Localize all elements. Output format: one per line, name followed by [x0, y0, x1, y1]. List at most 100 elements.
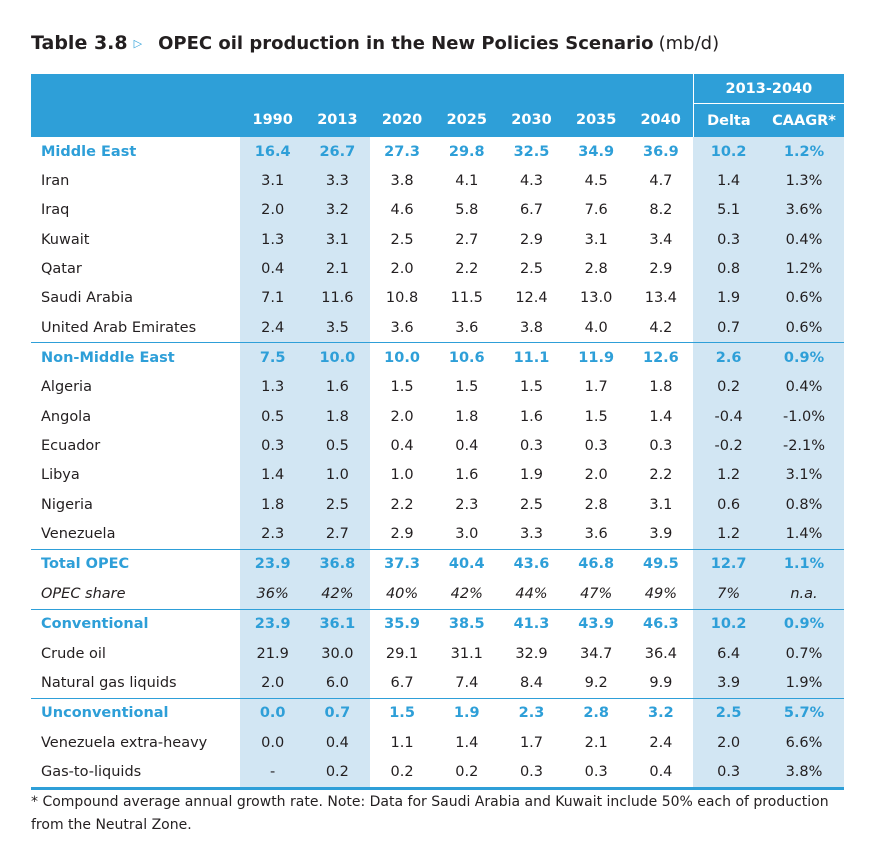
cell-2020: 0.4	[390, 438, 414, 455]
cell-2035: 1.7	[584, 379, 608, 396]
cell-delta: 0.3	[693, 225, 765, 255]
cell-2040: 2.9	[649, 261, 673, 278]
cell-caagr: 0.9%	[764, 342, 844, 373]
cell-caagr: 1.2%	[764, 137, 844, 167]
cell-2025: 1.6	[455, 467, 479, 484]
header-year-2035: 2035	[563, 103, 629, 137]
cell-delta: 10.2	[693, 137, 765, 167]
header-column-row: 1990 2013 2020 2025 2030 2035 2040 Delta…	[31, 103, 844, 137]
cell-2020: 3.6	[390, 319, 414, 336]
cell-2040: 3.2	[628, 697, 694, 728]
cell-2025: 38.5	[434, 608, 500, 639]
cell-2013: 3.5	[305, 313, 370, 343]
cell-2013: 30.0	[305, 638, 370, 669]
cell-2035: 2.8	[584, 261, 608, 278]
cell-2035: 7.6	[584, 202, 608, 219]
cell-2013: 10.0	[305, 342, 370, 373]
cell-2025: 3.6	[455, 319, 479, 336]
cell-2030: 2.5	[519, 496, 543, 513]
cell-delta: 1.9	[693, 283, 765, 314]
header-year-2013: 2013	[305, 103, 370, 137]
cell-caagr: 0.4%	[764, 225, 844, 255]
table-row: Saudi Arabia 7.1 11.6 10.8 11.5 12.4 13.0 13.4 1…	[31, 283, 844, 314]
cell-2035: 46.8	[563, 548, 629, 580]
cell-2025: 1.4	[455, 734, 479, 751]
cell-2035: 47%	[580, 585, 613, 602]
cell-2040: 36.9	[642, 143, 679, 160]
cell-delta: -0.4	[693, 402, 765, 432]
cell-caagr: -2.1%	[764, 431, 844, 461]
cell-2040: 9.9	[649, 674, 673, 691]
cell-2030: 0.3	[499, 757, 564, 790]
cell-1990: 1.3	[240, 372, 306, 403]
data-table-container: 2013-2040 1990 2013 2020 2025 2030 2035 …	[31, 74, 844, 790]
cell-2020: 2.2	[390, 496, 414, 513]
cell-2020: 40%	[385, 585, 419, 602]
table-row: Gas-to-liquids -0.2 0.2 0.2 0.3 0.3 0.4 0.3 3.8%	[31, 757, 844, 790]
cell-2013: 3.2	[305, 195, 370, 226]
cell-2025: 1.9	[434, 697, 500, 728]
cell-delta: 0.3	[693, 757, 765, 790]
cell-2030: 3.3	[519, 526, 543, 543]
cell-2020: 3.8	[390, 173, 414, 190]
cell-2030: 1.9	[519, 467, 543, 484]
table-number: Table 3.8	[31, 32, 128, 54]
header-span-row: 2013-2040	[31, 74, 844, 104]
cell-delta: 1.2	[693, 519, 765, 550]
cell-2025: 31.1	[450, 645, 483, 662]
cell-2040: 49.5	[628, 548, 694, 580]
cell-2020: 1.1	[390, 734, 414, 751]
cell-2025: 5.8	[455, 202, 479, 219]
header-year-1990: 1990	[240, 103, 306, 137]
cell-2013: 3.3	[305, 166, 370, 196]
cell-2030: 32.5	[513, 143, 550, 160]
cell-2025: 2.3	[455, 496, 479, 513]
cell-2035: 13.0	[580, 290, 613, 307]
cell-delta: 0.6	[693, 490, 765, 520]
row-label: Qatar	[41, 261, 82, 278]
cell-2035: 9.2	[584, 674, 608, 691]
cell-2040: 4.2	[649, 319, 673, 336]
row-label: Middle East	[41, 143, 137, 160]
table-title: Table 3.8 ▷ OPEC oil production in the New…	[31, 32, 719, 54]
cell-caagr: 3.6%	[764, 195, 844, 226]
cell-1990: -	[240, 757, 306, 790]
row-label: Angola	[41, 408, 92, 425]
cell-delta: 0.8	[693, 254, 765, 284]
cell-delta: 5.1	[693, 195, 765, 226]
cell-2030: 8.4	[519, 674, 543, 691]
header-year-2030: 2030	[499, 103, 564, 137]
cell-caagr: 1.4%	[764, 519, 844, 550]
table-row: United Arab Emirates 2.4 3.5 3.6 3.6 3.8 4.0 4.…	[31, 313, 844, 343]
cell-1990: 1.3	[240, 225, 306, 255]
cell-2035: 34.9	[578, 143, 615, 160]
row-label: Kuwait	[41, 231, 90, 248]
cell-2025: 2.2	[455, 261, 479, 278]
cell-caagr: 6.6%	[764, 727, 844, 758]
cell-2030: 2.5	[519, 261, 543, 278]
cell-2040: 46.3	[628, 608, 694, 639]
cell-2020: 27.3	[384, 143, 420, 160]
cell-delta: -0.2	[693, 431, 765, 461]
table-name: OPEC oil production in the New Policies …	[158, 33, 654, 54]
cell-delta: 3.9	[693, 668, 765, 699]
cell-1990: 0.0	[240, 727, 306, 758]
cell-1990: 21.9	[240, 638, 306, 669]
group-row: Conventional 23.9 36.1 35.9 38.5 41.3 43.9 46.3…	[31, 608, 844, 639]
footnote: * Compound average annual growth rate. N…	[31, 794, 829, 833]
group-row: Middle East 16.4 26.7 27.3 29.8 32.5 34.9 36.9 1…	[31, 137, 844, 167]
cell-2040: 36.4	[644, 645, 678, 662]
cell-2040: 1.4	[649, 408, 673, 425]
group-row: Non-Middle East 7.5 10.0 10.0 10.6 11.1 11.9 12…	[31, 342, 844, 373]
cell-2013: 26.7	[305, 137, 370, 167]
cell-1990: 0.5	[240, 402, 306, 432]
cell-1990: 2.0	[240, 668, 306, 699]
cell-2020: 2.0	[390, 408, 414, 425]
cell-2013: 11.6	[305, 283, 370, 314]
cell-2030: 0.3	[519, 438, 543, 455]
cell-1990: 23.9	[240, 548, 306, 580]
cell-caagr: 0.8%	[764, 490, 844, 520]
cell-2035: 4.0	[584, 319, 608, 336]
table-unit: (mb/d)	[658, 33, 720, 54]
cell-2030: 44%	[515, 585, 548, 602]
